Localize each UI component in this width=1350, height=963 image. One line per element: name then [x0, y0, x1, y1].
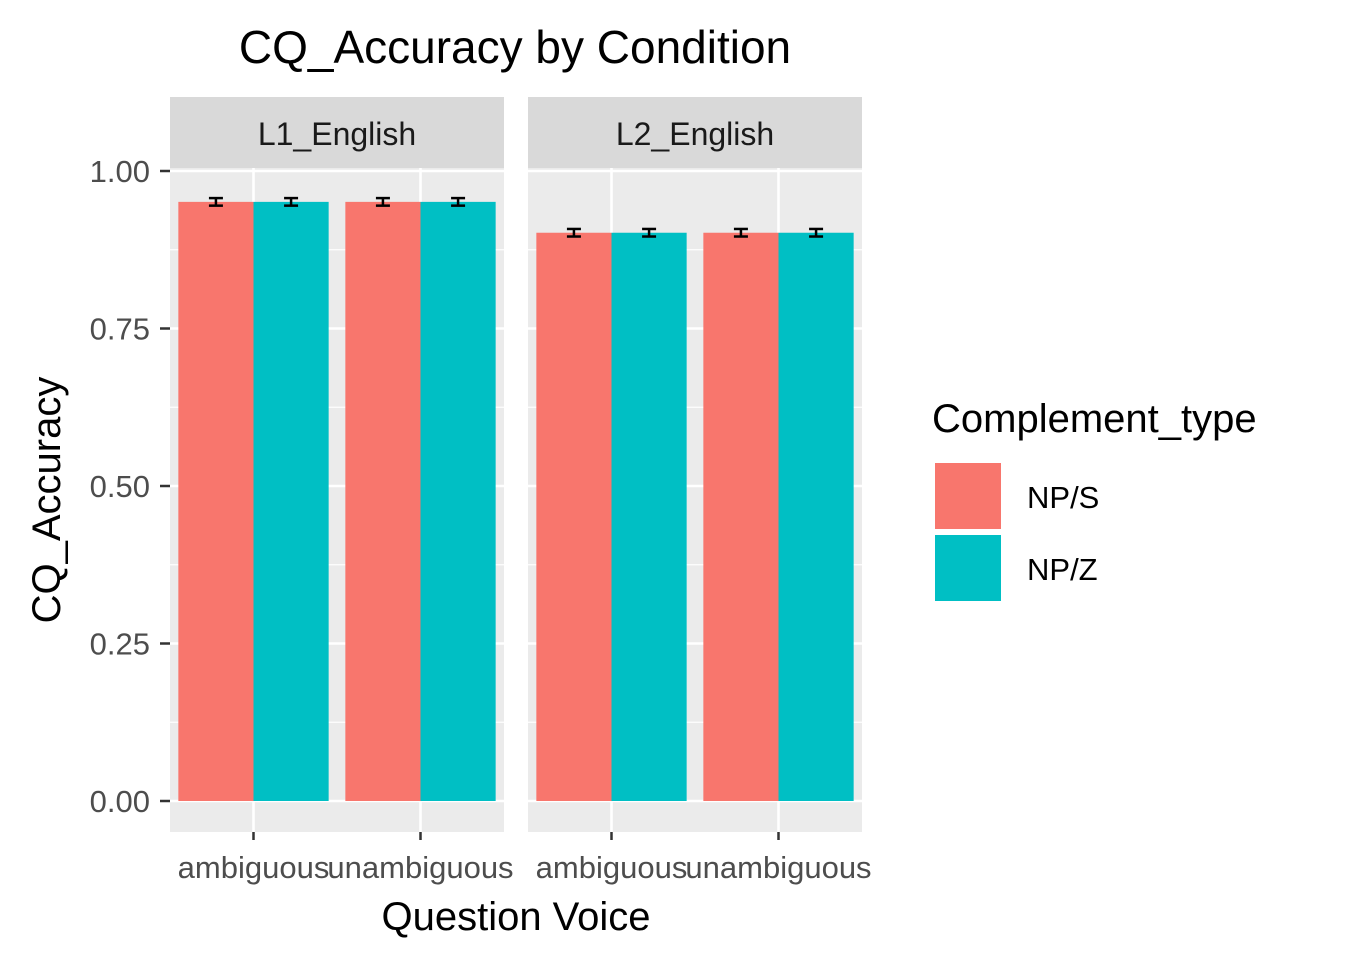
- bar-NPZ-ambiguous: [253, 201, 329, 801]
- facet-strip: [170, 97, 504, 168]
- legend-label: NP/S: [1027, 480, 1099, 515]
- x-tick-label: unambiguous: [685, 850, 871, 885]
- chart-title: CQ_Accuracy by Condition: [239, 21, 791, 73]
- y-tick-label: 0.75: [90, 312, 150, 347]
- legend: Complement_type NP/S NP/Z: [932, 397, 1257, 603]
- legend-title: Complement_type: [932, 397, 1257, 441]
- legend-key-NPZ: [933, 533, 1003, 603]
- facet-strip: [528, 97, 862, 168]
- facet-panels: L1_EnglishambiguousunambiguousL2_English…: [170, 97, 872, 885]
- bar-NPS-unambiguous: [703, 232, 779, 802]
- y-tick-label: 1.00: [90, 154, 150, 189]
- bar-NPS-ambiguous: [536, 232, 612, 802]
- bar-NPZ-ambiguous: [611, 232, 687, 802]
- x-tick-label: ambiguous: [536, 850, 688, 885]
- bar-NPZ-unambiguous: [420, 201, 496, 801]
- bar-NPS-ambiguous: [178, 201, 254, 801]
- y-axis: 0.00 0.25 0.50 0.75 1.00: [90, 154, 170, 819]
- y-tick-label: 0.50: [90, 469, 150, 504]
- facet-strip-label: L2_English: [616, 116, 774, 152]
- legend-label: NP/Z: [1027, 552, 1098, 587]
- legend-key-NPS: [933, 461, 1003, 531]
- y-axis-title: CQ_Accuracy: [25, 377, 69, 624]
- y-tick-label: 0.25: [90, 627, 150, 662]
- bar-NPZ-unambiguous: [778, 232, 854, 802]
- facet-strip-label: L1_English: [258, 116, 416, 152]
- x-axis-title: Question Voice: [381, 895, 650, 939]
- y-tick-label: 0.00: [90, 784, 150, 819]
- x-tick-label: ambiguous: [178, 850, 330, 885]
- bar-NPS-unambiguous: [345, 201, 421, 801]
- x-tick-label: unambiguous: [327, 850, 513, 885]
